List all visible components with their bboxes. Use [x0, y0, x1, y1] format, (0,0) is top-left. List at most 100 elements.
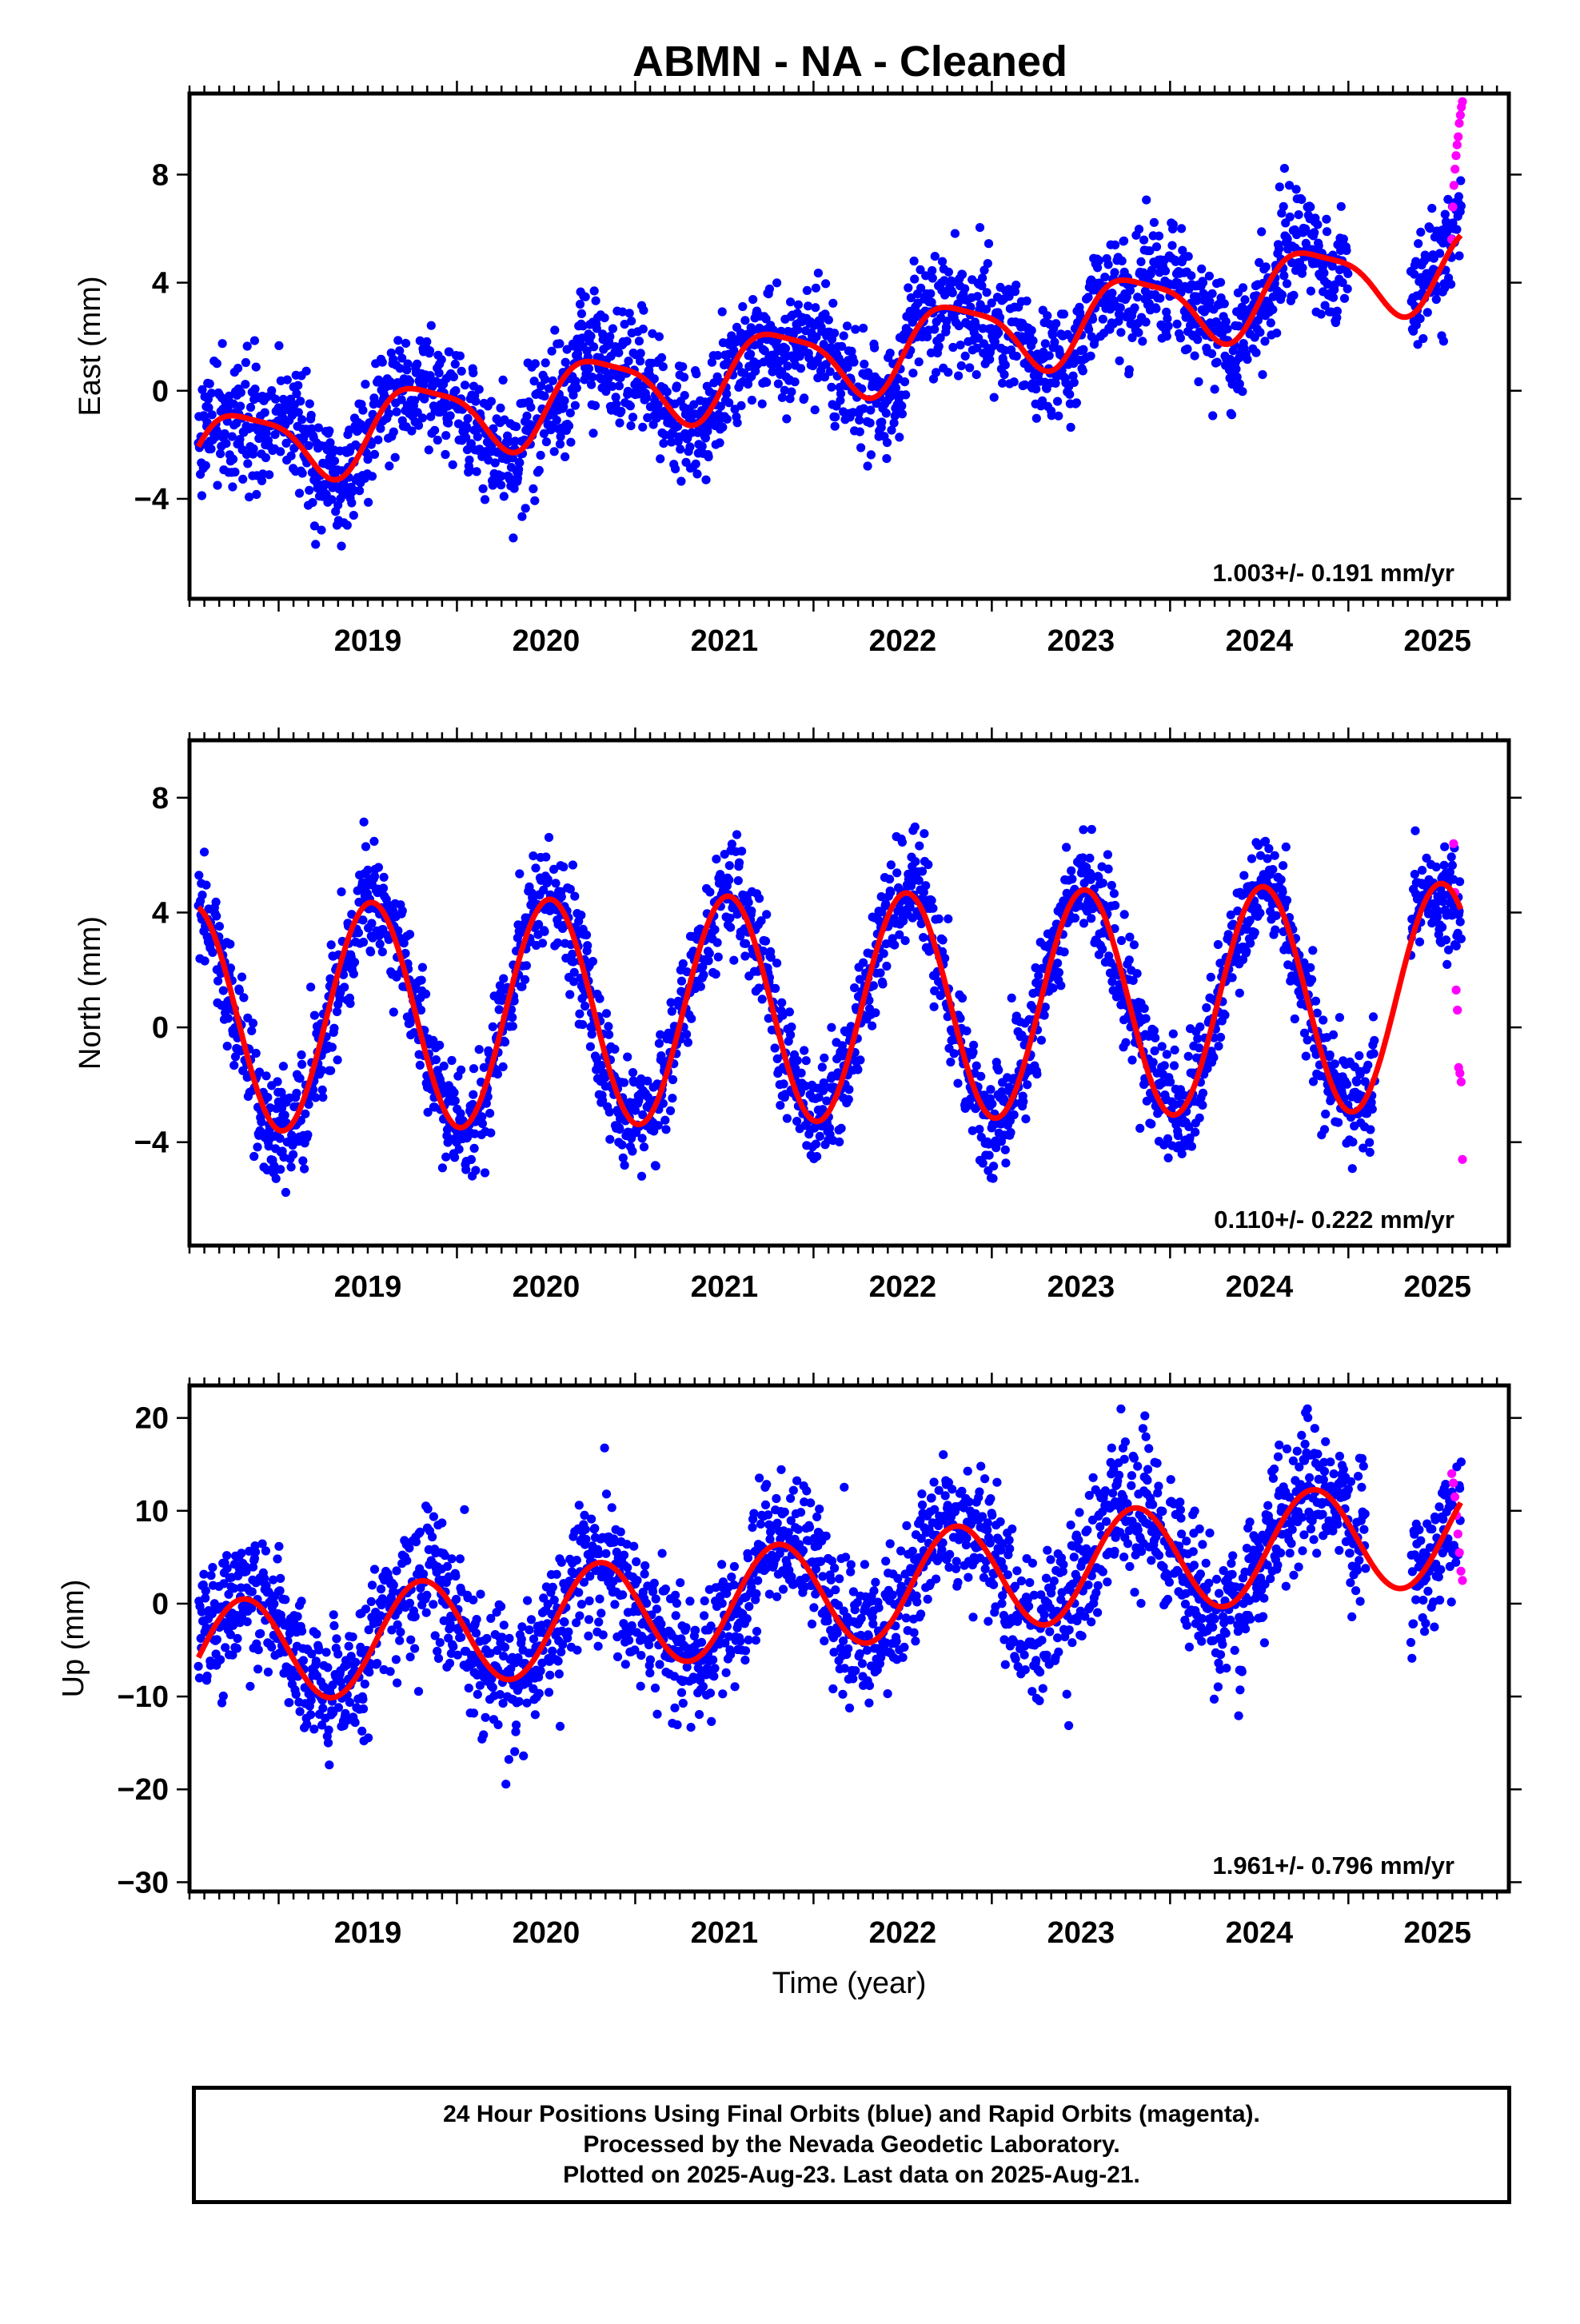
- rate-annotation: 1.003+/- 0.191 mm/yr: [1213, 559, 1454, 587]
- final-orbit-point: [1231, 365, 1240, 373]
- final-orbit-point: [521, 504, 530, 512]
- final-orbit-point: [555, 339, 564, 348]
- final-orbit-point: [467, 1155, 476, 1164]
- final-orbit-point: [776, 1101, 784, 1110]
- final-orbit-point: [250, 337, 259, 345]
- final-orbit-point: [457, 1066, 465, 1074]
- final-orbit-point: [208, 410, 217, 419]
- final-orbit-point: [325, 426, 333, 435]
- final-orbit-point: [449, 460, 457, 469]
- final-orbit-point: [1149, 1058, 1158, 1066]
- final-orbit-point: [573, 384, 581, 393]
- final-orbit-point: [1163, 1050, 1171, 1058]
- final-orbit-point: [774, 380, 783, 389]
- final-orbit-point: [762, 378, 771, 387]
- final-orbit-point: [835, 1138, 844, 1146]
- final-orbit-point: [676, 476, 685, 485]
- final-orbit-point: [1457, 201, 1466, 210]
- final-orbit-point: [281, 1188, 290, 1197]
- final-orbit-point: [668, 1007, 676, 1015]
- final-orbit-point: [930, 1003, 939, 1011]
- final-orbit-point: [616, 407, 625, 416]
- final-orbit-point: [212, 911, 221, 920]
- final-orbit-point: [578, 1020, 587, 1029]
- final-orbit-point: [1169, 1030, 1178, 1038]
- final-orbit-point: [1239, 871, 1248, 880]
- final-orbit-point: [953, 1079, 962, 1088]
- final-orbit-point: [1343, 269, 1352, 278]
- final-orbit-point: [540, 927, 549, 936]
- final-orbit-point: [856, 428, 864, 436]
- final-orbit-point: [1095, 256, 1103, 265]
- final-orbit-point: [276, 1165, 285, 1174]
- final-orbit-point: [1121, 1038, 1130, 1047]
- final-orbit-point: [212, 898, 221, 907]
- final-orbit-point: [661, 1125, 670, 1134]
- final-orbit-point: [1118, 257, 1127, 265]
- final-orbit-point: [361, 380, 369, 389]
- final-orbit-point: [249, 444, 258, 453]
- final-orbit-point: [761, 937, 770, 946]
- final-orbit-point: [405, 930, 414, 939]
- final-orbit-point: [777, 999, 786, 1007]
- final-orbit-point: [877, 417, 886, 426]
- final-orbit-point: [529, 484, 537, 493]
- final-orbit-point: [221, 439, 230, 448]
- final-orbit-point: [821, 279, 830, 288]
- final-orbit-point: [530, 496, 539, 505]
- final-orbit-point: [541, 358, 550, 367]
- final-orbit-point: [898, 838, 907, 847]
- final-orbit-point: [355, 486, 364, 495]
- final-orbit-point: [243, 341, 252, 350]
- final-orbit-point: [378, 947, 387, 956]
- final-orbit-point: [1211, 385, 1219, 393]
- model-fit-line: [198, 235, 1461, 480]
- final-orbit-point: [263, 1093, 272, 1102]
- final-orbit-point: [701, 476, 710, 484]
- final-orbit-point: [307, 411, 316, 420]
- final-orbit-point: [1021, 1114, 1030, 1123]
- final-orbit-point: [509, 1022, 517, 1030]
- final-orbit-point: [297, 1060, 306, 1069]
- final-orbit-point: [901, 390, 910, 399]
- final-orbit-point: [495, 1005, 504, 1014]
- final-orbit-point: [1001, 1158, 1010, 1167]
- final-orbit-point: [1183, 345, 1191, 353]
- final-orbit-point: [1067, 875, 1076, 883]
- final-orbit-point: [1427, 204, 1436, 213]
- final-orbit-point: [1023, 1080, 1031, 1089]
- final-orbit-point: [676, 444, 684, 453]
- final-orbit-point: [1012, 352, 1021, 361]
- final-orbit-point: [360, 818, 369, 827]
- y-tick-label: −4: [134, 1126, 169, 1160]
- final-orbit-point: [1340, 294, 1349, 303]
- final-orbit-point: [561, 452, 569, 461]
- final-orbit-point: [515, 869, 524, 878]
- final-orbit-point: [283, 376, 292, 385]
- final-orbit-point: [345, 999, 354, 1008]
- final-orbit-point: [1343, 285, 1352, 293]
- final-orbit-point: [984, 239, 993, 248]
- final-orbit-point: [812, 1152, 821, 1161]
- final-orbit-point: [831, 422, 840, 431]
- final-orbit-point: [1442, 935, 1450, 944]
- final-orbit-point: [1239, 283, 1247, 292]
- final-orbit-point: [590, 286, 599, 295]
- final-orbit-point: [710, 925, 719, 934]
- final-orbit-point: [800, 1046, 808, 1054]
- final-orbit-point: [1202, 1003, 1211, 1012]
- rapid-orbit-point: [1453, 1006, 1462, 1015]
- final-orbit-point: [812, 1140, 820, 1149]
- final-orbit-point: [718, 307, 727, 316]
- final-orbit-point: [405, 377, 414, 385]
- final-orbit-point: [1283, 896, 1291, 905]
- final-orbit-point: [450, 1153, 459, 1162]
- final-orbit-point: [550, 325, 559, 334]
- final-orbit-point: [1264, 844, 1273, 853]
- final-orbit-point: [1238, 387, 1247, 396]
- final-orbit-point: [308, 498, 317, 507]
- final-orbit-point: [367, 919, 376, 927]
- final-orbit-point: [389, 428, 398, 436]
- final-orbit-point: [1452, 225, 1461, 233]
